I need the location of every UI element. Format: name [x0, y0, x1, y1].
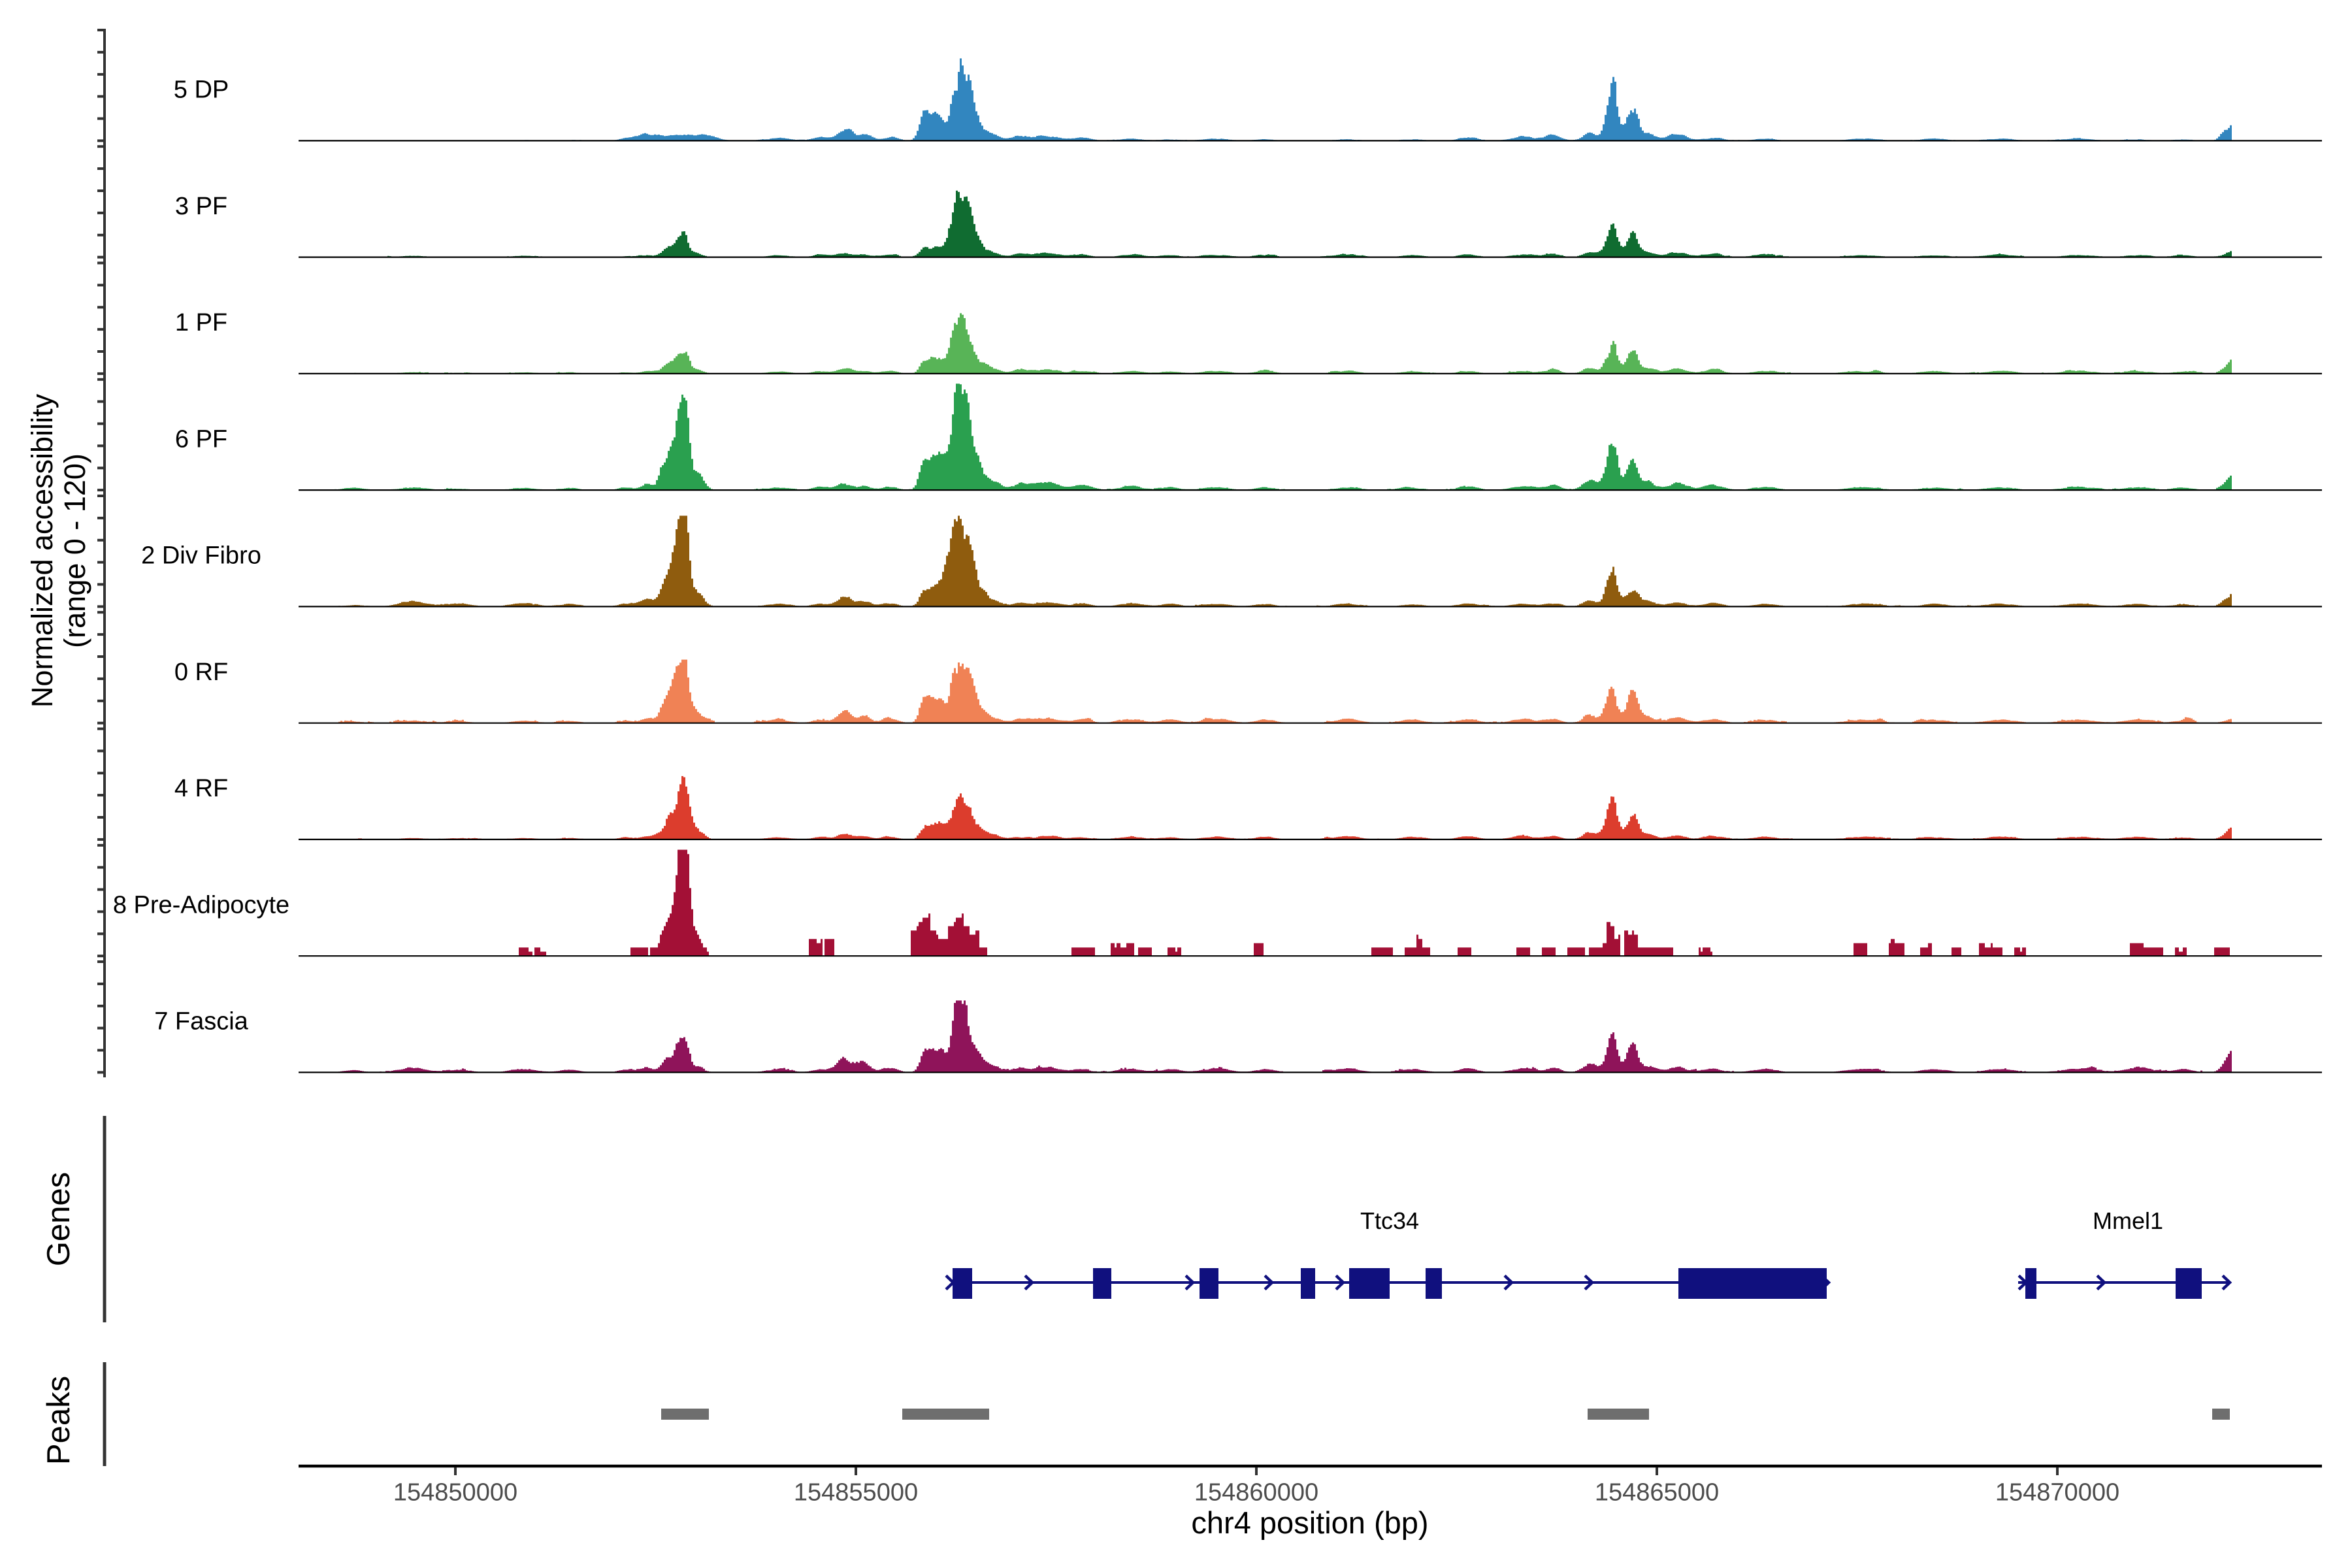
svg-text:154850000: 154850000	[393, 1479, 517, 1507]
svg-text:Mmel1: Mmel1	[2093, 1207, 2163, 1234]
svg-text:154860000: 154860000	[1194, 1479, 1318, 1507]
svg-text:(range 0 - 120): (range 0 - 120)	[58, 453, 91, 648]
svg-text:154870000: 154870000	[1995, 1479, 2119, 1507]
svg-text:154865000: 154865000	[1595, 1479, 1719, 1507]
svg-text:4 RF: 4 RF	[174, 775, 228, 802]
svg-text:7 Fascia: 7 Fascia	[154, 1008, 248, 1036]
svg-text:154855000: 154855000	[794, 1479, 918, 1507]
svg-text:6 PF: 6 PF	[175, 426, 227, 453]
svg-text:8 Pre-Adipocyte: 8 Pre-Adipocyte	[113, 892, 289, 919]
svg-text:2 Div Fibro: 2 Div Fibro	[141, 542, 261, 570]
svg-text:Genes: Genes	[41, 1172, 76, 1266]
svg-text:5 DP: 5 DP	[174, 76, 229, 104]
svg-text:chr4 position (bp): chr4 position (bp)	[1191, 1505, 1428, 1540]
svg-text:Normalized accessibility: Normalized accessibility	[25, 393, 59, 708]
svg-text:1 PF: 1 PF	[175, 309, 227, 336]
svg-text:Peaks: Peaks	[41, 1376, 76, 1465]
svg-text:Ttc34: Ttc34	[1360, 1207, 1419, 1234]
svg-text:3 PF: 3 PF	[175, 193, 227, 220]
svg-text:0 RF: 0 RF	[174, 659, 228, 686]
